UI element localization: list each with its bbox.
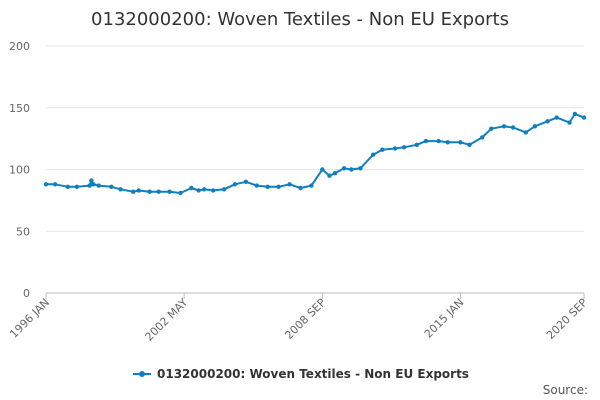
data-point [131,189,136,194]
data-point [341,166,347,171]
data-point [327,173,332,178]
data-point [87,183,92,188]
data-point [74,184,80,189]
data-point [349,167,354,172]
data-point [232,182,238,187]
data-point [401,145,407,150]
data-point [298,185,303,191]
legend-point-marker [139,371,145,377]
data-point [91,182,96,187]
data-point [567,120,572,125]
grid-lines [46,45,584,232]
data-point [358,166,363,171]
data-point [320,167,325,172]
data-point [489,126,494,131]
data-point [178,190,183,196]
data-point [523,130,528,135]
y-tick-label: 200 [9,40,30,53]
x-tick-label: 2020 SEP [544,296,590,342]
data-point [554,115,559,120]
data-point [52,182,58,187]
data-point [572,111,578,117]
legend[interactable]: 0132000200: Woven Textiles - Non EU Expo… [133,367,469,381]
data-point [109,184,114,189]
data-point [136,188,141,193]
source-label: Source: [543,383,588,397]
data-point [467,142,472,147]
data-point [243,179,249,184]
data-point [545,119,550,124]
plot-area [43,111,587,196]
legend-label[interactable]: 0132000200: Woven Textiles - Non EU Expo… [157,367,469,381]
x-tick-label: 2002 MAY [143,296,191,344]
data-point [458,140,463,145]
data-point [43,182,49,187]
data-point [332,171,338,176]
x-axis: 1996 JAN 2002 MAY 2008 SEP 2015 JAN 2020 SEP [7,292,590,344]
data-point [201,187,207,192]
data-point [392,146,398,151]
data-point [211,188,216,193]
data-point [276,184,281,189]
data-point [265,184,270,189]
data-point [371,152,376,157]
y-tick-label: 0 [23,287,30,300]
data-point [380,147,385,152]
data-point [189,185,194,191]
chart-title: 0132000200: Woven Textiles - Non EU Expo… [91,9,509,30]
data-point [309,183,314,188]
y-axis: 0 50 100 150 200 [9,40,30,300]
data-point [221,187,227,192]
data-point [254,183,259,188]
data-point [532,124,538,129]
data-point [96,183,101,188]
data-point [65,184,71,189]
data-point [445,140,450,145]
data-point [167,189,172,194]
data-point [147,189,152,194]
data-point [196,188,201,193]
y-tick-label: 50 [16,225,30,238]
data-point [156,189,161,194]
data-point [436,138,441,144]
y-tick-label: 150 [9,102,30,115]
data-point [89,178,94,183]
data-point [414,142,419,147]
data-point [118,187,123,192]
data-point [501,124,507,129]
x-tick-label: 2008 SEP [282,296,328,342]
data-point [510,125,516,130]
y-tick-label: 100 [9,164,30,177]
x-tick-label: 2015 JAN [422,296,467,341]
x-tick-label: 1996 JAN [7,296,52,341]
data-point [480,135,485,140]
data-point [423,138,429,144]
data-point [581,115,587,120]
data-point [287,182,292,187]
